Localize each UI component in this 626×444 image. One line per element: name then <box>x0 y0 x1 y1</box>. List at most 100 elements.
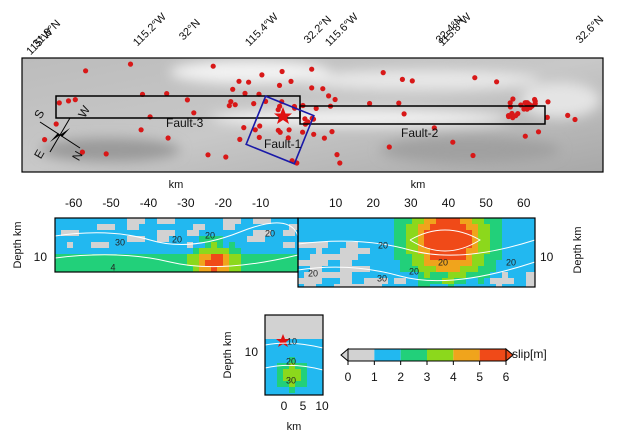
epicenter <box>246 79 252 85</box>
slip-cell <box>205 224 211 230</box>
slip-cell <box>205 266 211 272</box>
slip-cell <box>109 260 115 266</box>
slip-cell <box>163 236 169 242</box>
slip-cell <box>169 254 175 260</box>
slip-cell <box>316 254 322 260</box>
slip-cell <box>55 230 61 236</box>
slip-cell <box>289 236 295 242</box>
epicenter <box>277 129 283 135</box>
slip-cell <box>133 230 139 236</box>
slip-cell <box>466 278 472 284</box>
slip-cell <box>382 230 388 236</box>
slip-cell <box>532 230 535 236</box>
slip-cell <box>85 254 91 260</box>
slip-cell <box>352 266 358 272</box>
slip-cell <box>199 266 205 272</box>
slip-cell <box>67 236 73 242</box>
slip-cell <box>295 224 298 230</box>
slip-cell <box>265 260 271 266</box>
slip-cell <box>187 224 193 230</box>
epicenter <box>507 104 513 110</box>
slip-cell <box>388 218 394 224</box>
slip-cell <box>139 266 145 272</box>
slip-cell <box>109 236 115 242</box>
slip-cell <box>301 375 307 381</box>
epicenter <box>236 78 242 84</box>
slip-cell <box>310 272 316 278</box>
slip-cell <box>97 254 103 260</box>
slip-cell <box>85 242 91 248</box>
slip-cell <box>229 230 235 236</box>
x-tick-label: 40 <box>442 196 456 210</box>
slip-cell <box>265 387 271 393</box>
slip-cell <box>316 272 322 278</box>
slip-cell <box>430 236 436 242</box>
slip-cell <box>265 315 271 321</box>
slip-cell <box>388 266 394 272</box>
slip-cell <box>526 218 532 224</box>
slip-cell <box>103 236 109 242</box>
epicenter <box>42 137 48 143</box>
slip-cell <box>247 218 253 224</box>
slip-cell <box>211 230 217 236</box>
slip-cell <box>328 242 334 248</box>
slip-cell <box>352 278 358 284</box>
slip-cell <box>151 242 157 248</box>
slip-cell <box>436 236 442 242</box>
slip-cell <box>400 236 406 242</box>
slip-cell <box>181 260 187 266</box>
slip-cell <box>322 254 328 260</box>
slip-cell <box>253 266 259 272</box>
slip-cell <box>382 224 388 230</box>
slip-cell <box>532 254 535 260</box>
epicenter <box>242 90 248 96</box>
slip-cell <box>187 260 193 266</box>
slip-cell <box>316 236 322 242</box>
slip-cell <box>400 272 406 278</box>
slip-cell <box>454 254 460 260</box>
slip-cell <box>211 218 217 224</box>
slip-cell <box>109 242 115 248</box>
slip-cell <box>73 224 79 230</box>
slip-cell <box>85 260 91 266</box>
slip-cell <box>340 242 346 248</box>
slip-cell <box>490 236 496 242</box>
slip-cell <box>310 248 316 254</box>
epicenter <box>127 61 134 67</box>
slip-cell <box>346 254 352 260</box>
slip-cell <box>271 357 277 363</box>
slip-cell <box>229 266 235 272</box>
slip-cell <box>199 248 205 254</box>
slip-cell <box>121 230 127 236</box>
slip-cell <box>526 278 532 284</box>
slip-cell <box>253 218 259 224</box>
epicenter <box>513 113 519 119</box>
x-tick-label: -30 <box>177 196 195 210</box>
slip-cell <box>424 236 430 242</box>
slip-cell <box>430 260 436 266</box>
right-slip-frame <box>297 217 536 288</box>
slip-cell <box>346 236 352 242</box>
slip-cell <box>319 351 323 357</box>
epicenter <box>164 91 170 97</box>
epicenter <box>191 110 197 116</box>
slip-cell <box>484 218 490 224</box>
slip-cell <box>121 236 127 242</box>
slip-cell <box>406 218 412 224</box>
slip-cell <box>520 224 526 230</box>
slip-cell <box>448 284 454 287</box>
slip-cell <box>283 393 289 395</box>
slip-cell <box>223 236 229 242</box>
slip-cell <box>532 284 535 287</box>
colorbar-tick-label: 6 <box>503 370 510 384</box>
epicenter <box>572 116 578 123</box>
slip-cell <box>472 284 478 287</box>
slip-cell <box>97 266 103 272</box>
slip-cell <box>466 254 472 260</box>
coordinate-label: 115.6°W <box>323 11 361 49</box>
slip-cell <box>418 278 424 284</box>
slip-cell <box>394 260 400 266</box>
slip-cell <box>382 236 388 242</box>
slip-cell <box>163 242 169 248</box>
epicenter <box>309 85 315 91</box>
